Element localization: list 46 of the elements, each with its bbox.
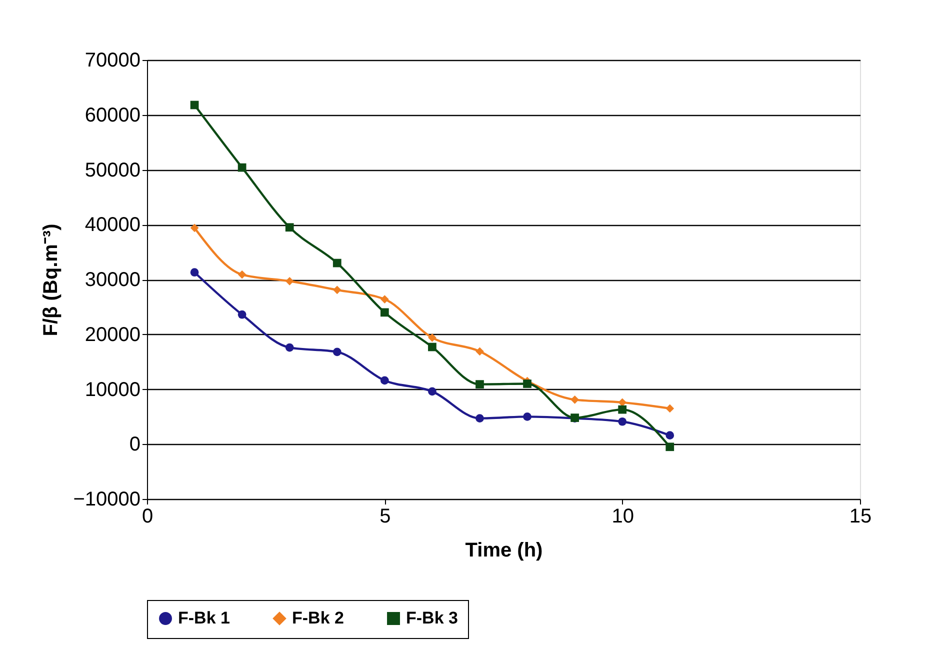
y-tick-label: −10000 <box>73 488 140 510</box>
point <box>238 163 246 172</box>
y-axis-title: F/β (Bq.m⁻³) <box>40 224 62 336</box>
point <box>190 268 199 277</box>
y-tick-label: 60000 <box>84 104 140 126</box>
x-axis-title: Time (h) <box>465 540 543 562</box>
point <box>428 333 436 342</box>
legend-label: F-Bk 1 <box>178 608 230 628</box>
point <box>476 380 484 388</box>
point <box>666 404 674 413</box>
point <box>238 310 246 319</box>
y-tick-label: 70000 <box>84 50 140 72</box>
point <box>523 412 532 421</box>
point <box>380 308 389 317</box>
y-tick-label: 50000 <box>84 159 140 182</box>
point <box>332 258 342 268</box>
point <box>476 414 484 423</box>
point <box>570 395 579 404</box>
legend-label: F-Bk 2 <box>292 608 344 628</box>
x-tick-label: 15 <box>849 506 872 528</box>
point <box>285 276 294 286</box>
y-tick-label: 30000 <box>84 269 140 291</box>
x-tick-label: 5 <box>380 506 391 528</box>
point <box>380 295 389 304</box>
legend-label: F-Bk 3 <box>406 608 458 628</box>
point <box>285 223 294 232</box>
point <box>476 347 484 356</box>
point <box>332 286 342 294</box>
point <box>332 348 342 356</box>
x-tick-label: 10 <box>612 506 634 528</box>
y-tick-label: 10000 <box>84 378 140 401</box>
y-tick-label: 0 <box>129 434 140 456</box>
point <box>285 343 294 352</box>
point <box>380 376 389 385</box>
point <box>428 387 436 396</box>
point <box>190 224 199 232</box>
point <box>523 380 532 388</box>
point <box>238 270 246 279</box>
y-tick-label: 20000 <box>84 324 140 346</box>
point <box>618 405 627 414</box>
y-tick-label: 40000 <box>84 214 140 236</box>
point <box>666 442 674 452</box>
point <box>190 100 199 110</box>
point <box>618 417 627 426</box>
point <box>666 431 674 440</box>
point <box>428 342 436 352</box>
